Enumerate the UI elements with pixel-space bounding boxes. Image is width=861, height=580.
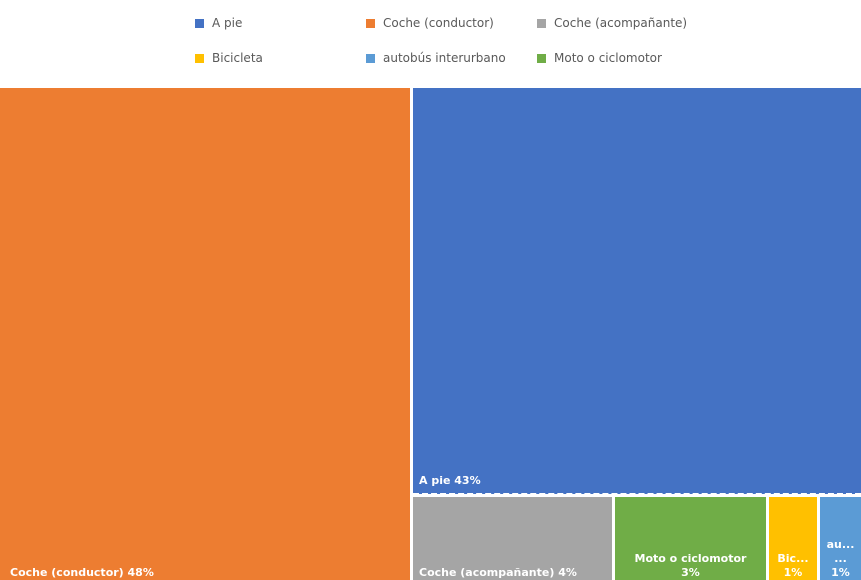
tile-label-line: ... — [834, 552, 847, 565]
tile-label-line: Bic... — [777, 552, 809, 565]
tile-label-bicicleta: Bic... 1% — [769, 552, 817, 580]
treemap-tile-a-pie: A pie 43% — [413, 88, 861, 494]
chart-legend: A pie Coche (conductor) Coche (acompañan… — [0, 0, 861, 80]
legend-label: Coche (conductor) — [383, 16, 494, 30]
tile-divider — [413, 493, 861, 496]
treemap-tile-moto-o-ciclomotor: Moto o ciclomotor 3% — [615, 497, 766, 580]
legend-entry-coche-conductor: Coche (conductor) — [366, 16, 494, 30]
legend-label: Coche (acompañante) — [554, 16, 688, 30]
tile-label-a-pie: A pie 43% — [419, 474, 481, 487]
tile-label-line: 1% — [783, 566, 803, 579]
legend-entry-bicicleta: Bicicleta — [195, 51, 263, 65]
legend-entry-moto-ciclomotor: Moto o ciclomotor — [537, 51, 662, 65]
tile-label-moto-o-ciclomotor: Moto o ciclomotor 3% — [615, 552, 766, 580]
tile-label-autobus-interurbano: au...... 1% — [820, 538, 861, 580]
legend-swatch — [195, 53, 204, 63]
legend-entry-autobus-interurbano: autobús interurbano — [366, 51, 506, 65]
treemap-tile-coche-conductor: Coche (conductor) 48% — [0, 88, 410, 580]
tile-label-line: 1% — [831, 566, 850, 579]
treemap-tile-bicicleta: Bic... 1% — [769, 497, 817, 580]
tile-label-line: 3% — [681, 566, 700, 579]
legend-label: Bicicleta — [212, 51, 263, 65]
legend-swatch — [537, 18, 546, 28]
legend-entry-a-pie: A pie — [195, 16, 242, 30]
tile-label-coche-acompanante: Coche (acompañante) 4% — [419, 566, 577, 579]
tile-label-coche-conductor: Coche (conductor) 48% — [10, 566, 154, 579]
legend-entry-coche-acompanante: Coche (acompañante) — [537, 16, 687, 30]
legend-label: Moto o ciclomotor — [554, 51, 662, 65]
legend-swatch — [366, 18, 375, 28]
treemap-plot-area: Coche (conductor) 48% A pie 43% Coche (aco… — [0, 88, 861, 580]
legend-label: A pie — [212, 16, 243, 30]
legend-label: autobús interurbano — [383, 51, 506, 65]
tile-label-line: au... — [826, 538, 855, 551]
treemap-tile-autobus-interurbano: au...... 1% — [820, 497, 861, 580]
tile-label-line: Moto o ciclomotor — [634, 552, 747, 565]
legend-swatch — [366, 53, 375, 63]
treemap-tile-coche-acompanante: Coche (acompañante) 4% — [413, 497, 612, 580]
legend-swatch — [537, 53, 546, 63]
legend-swatch — [195, 18, 204, 28]
